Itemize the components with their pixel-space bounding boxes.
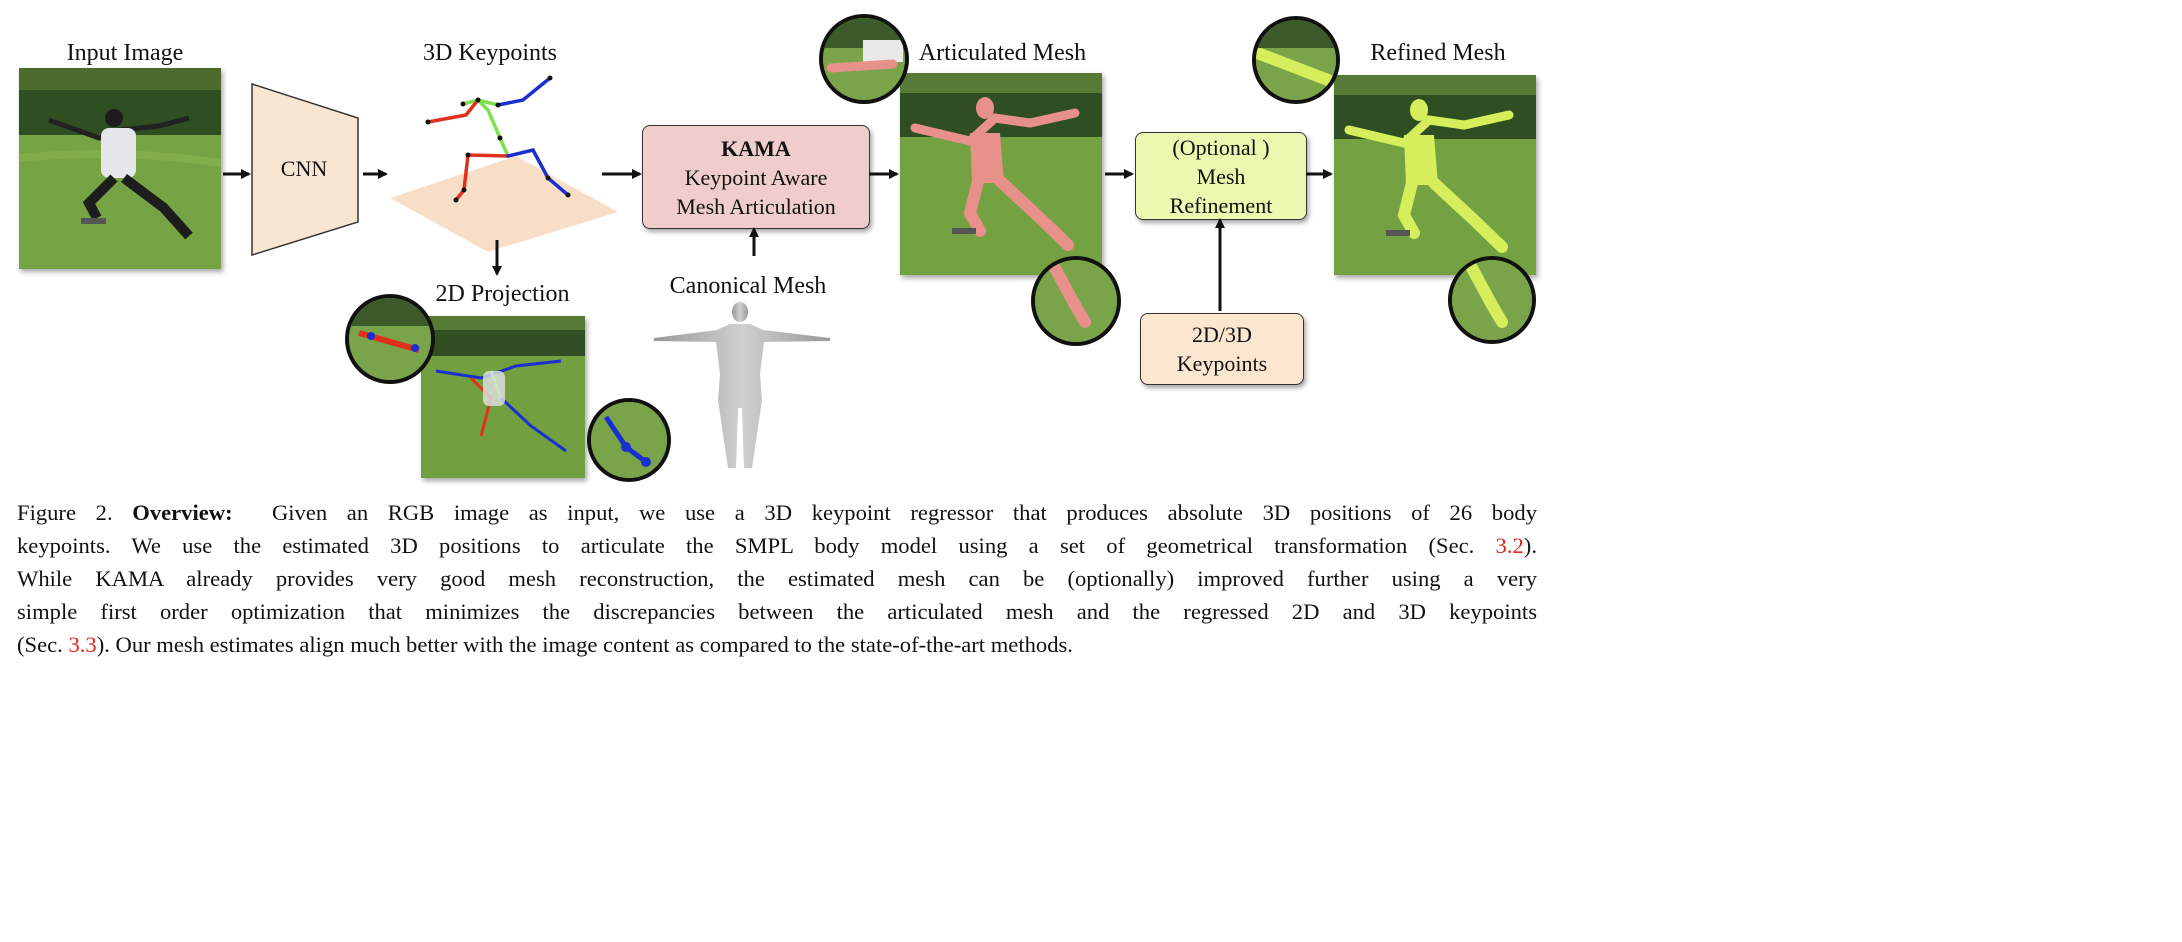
kama-box: KAMA Keypoint Aware Mesh Articulation [642,125,870,229]
projection-2d-image [421,316,585,478]
caption-bold-title: Overview: [132,500,233,525]
input-image [19,68,221,269]
input-image-label: Input Image [66,40,184,66]
caption-line-1: Figure 2. Overview: Given an RGB image a… [17,496,1537,529]
section-ref-3-3[interactable]: 3.3 [68,632,97,657]
caption-line-4: simple first order optimization that min… [17,595,1537,628]
articulated-zoom-foot [1031,256,1121,346]
keypoints-input-box: 2D/3D Keypoints [1140,313,1304,385]
figure-caption: Figure 2. Overview: Given an RGB image a… [17,496,1537,661]
caption-tail-2: ). [1523,533,1537,558]
projection-2d-label: 2D Projection [435,281,570,307]
keypoints-input-line2: Keypoints [1176,351,1268,376]
section-ref-3-2[interactable]: 3.2 [1495,533,1524,558]
caption-text-4: simple first order optimization that min… [17,599,1537,624]
refined-zoom-foot [1448,256,1536,344]
caption-text-1: Given an RGB image as input, we use a 3D… [271,500,1537,525]
keypoints-3d-label: 3D Keypoints [423,40,557,66]
figure-number: Figure 2. [17,500,113,525]
refinement-box: (Optional ) Mesh Refinement [1135,132,1307,220]
refined-mesh-label: Refined Mesh [1370,40,1506,66]
caption-line-3: While KAMA already provides very good me… [17,562,1537,595]
cnn-block [251,82,359,257]
canonical-mesh-label: Canonical Mesh [669,273,827,299]
keypoints-input-line1: 2D/3D [1192,322,1252,347]
caption-line-5: (Sec. 3.3). Our mesh estimates align muc… [17,628,1537,661]
cnn-label: CNN [280,156,328,181]
canonical-mesh-figure [654,302,830,468]
projection-zoom-arm [345,294,435,384]
kama-line1: Keypoint Aware [684,164,828,190]
keypoints-3d-skeleton [390,75,618,252]
projection-zoom-foot [587,398,671,482]
caption-line-2: keypoints. We use the estimated 3D posit… [17,529,1537,562]
refined-zoom-arm [1252,16,1340,104]
articulated-mesh-label: Articulated Mesh [918,40,1087,66]
kama-title: KAMA [721,135,791,161]
caption-text-2: keypoints. We use the estimated 3D posit… [17,533,1475,558]
refinement-line3: Refinement [1169,192,1273,218]
articulated-zoom-arm [819,14,909,104]
refinement-line2: Mesh [1196,163,1246,189]
caption-text-3: While KAMA already provides very good me… [17,566,1537,591]
caption-text-5: ). Our mesh estimates align much better … [96,632,1073,657]
refined-mesh-image [1334,75,1536,275]
kama-line2: Mesh Articulation [676,193,836,219]
caption-head-5: (Sec. [17,632,63,657]
articulated-mesh-image [900,73,1102,275]
refinement-line1: (Optional ) [1172,134,1270,160]
